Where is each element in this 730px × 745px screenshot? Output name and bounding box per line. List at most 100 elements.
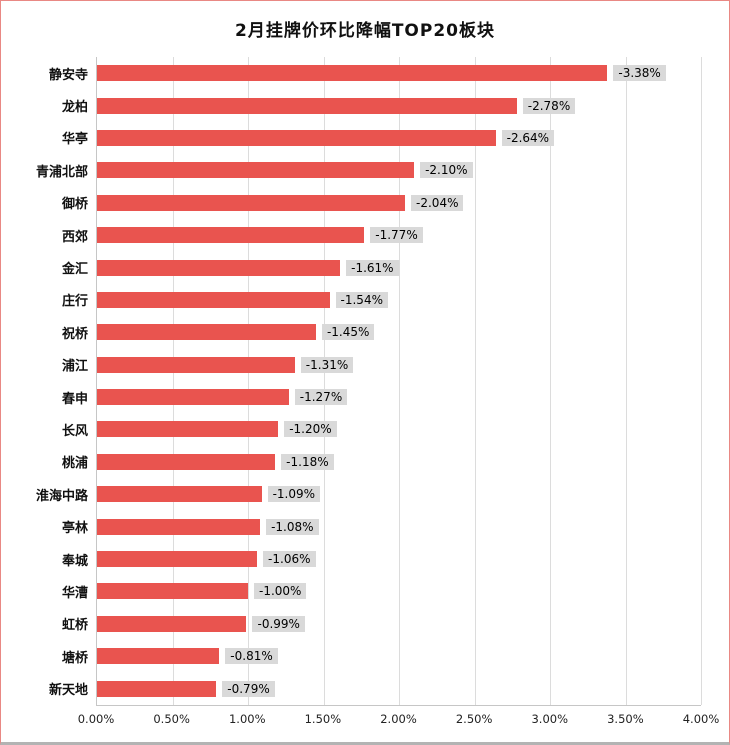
bar-row: 华亭 -2.64% — [62, 122, 701, 154]
value-label: -0.79% — [222, 680, 275, 697]
value-label: -2.10% — [420, 162, 473, 179]
gridline — [248, 57, 249, 705]
bar — [97, 680, 217, 697]
category-label: 虹桥 — [61, 618, 88, 634]
category-label: 桃浦 — [61, 456, 88, 472]
value-label: -1.27% — [294, 389, 348, 406]
value-label: -1.20% — [284, 421, 337, 438]
gridline — [474, 57, 476, 705]
gridline — [399, 57, 400, 705]
bar — [97, 162, 415, 179]
value-label: -1.06% — [263, 551, 316, 568]
chart-area: 静安寺 -3.38% 龙柏 -2.78% 华亭 -2.64% 青浦北部 -2.10% 御桥 -2.… — [36, 57, 720, 736]
value-label: -0.81% — [225, 648, 278, 665]
category-label: 淮海中路 — [35, 488, 88, 504]
bar-row: 浦江 -1.31% — [62, 349, 701, 381]
value-label: -1.08% — [266, 518, 319, 535]
x-tick-label: 0.00% — [77, 712, 115, 726]
bar-row: 青浦北部 -2.10% — [36, 154, 701, 186]
bar-row: 春申 -1.27% — [62, 381, 701, 413]
category-label: 亭林 — [61, 521, 88, 537]
bar — [97, 291, 330, 308]
category-label: 华漕 — [61, 585, 88, 601]
gridline — [172, 57, 174, 705]
value-label: -1.00% — [254, 583, 307, 600]
chart-title: 2月挂牌价环比降幅TOP20板块 — [235, 21, 495, 41]
bar — [97, 356, 295, 373]
bar — [97, 259, 341, 276]
category-label: 浦江 — [61, 359, 88, 375]
bar-row: 御桥 -2.04% — [62, 187, 701, 219]
x-tick-label: 2.00% — [380, 712, 417, 726]
bar-row: 长风 -1.20% — [62, 413, 701, 445]
bar-row: 塘桥 -0.81% — [62, 640, 701, 672]
bar-rows: 静安寺 -3.38% 龙柏 -2.78% 华亭 -2.64% 青浦北部 -2.10% 御桥 -2.… — [36, 57, 701, 705]
bar-row: 淮海中路 -1.09% — [36, 478, 701, 510]
category-label: 春申 — [61, 391, 88, 407]
bar — [97, 648, 220, 665]
bar-row: 祝桥 -1.45% — [62, 316, 701, 348]
bar — [97, 97, 517, 114]
bar — [97, 486, 262, 503]
bar-row: 庄行 -1.54% — [62, 284, 701, 316]
bar — [97, 615, 247, 632]
bar — [97, 551, 258, 568]
value-label: -2.78% — [522, 97, 576, 114]
x-tick-label: 3.00% — [531, 712, 569, 726]
x-tick-label: 3.50% — [607, 712, 644, 726]
value-label: -3.38% — [613, 65, 666, 82]
value-label: -2.04% — [411, 194, 464, 211]
bar — [97, 324, 316, 341]
bar-row: 静安寺 -3.38% — [49, 57, 701, 89]
x-tick-label: 0.50% — [153, 712, 190, 726]
bar-row: 奉城 -1.06% — [62, 543, 701, 575]
category-label: 长风 — [61, 423, 88, 439]
value-label: -1.54% — [335, 291, 388, 308]
bar-row: 桃浦 -1.18% — [62, 446, 701, 478]
bar — [97, 389, 289, 406]
gridlines — [97, 57, 702, 705]
plot-area: 静安寺 -3.38% 龙柏 -2.78% 华亭 -2.64% 青浦北部 -2.10% 御桥 -2.… — [36, 57, 702, 706]
bar — [97, 129, 496, 146]
bar — [97, 453, 276, 470]
value-label: -1.77% — [370, 227, 423, 244]
bar-row: 虹桥 -0.99% — [62, 608, 701, 640]
bar-row: 西郊 -1.77% — [62, 219, 701, 251]
value-label: -1.18% — [281, 453, 334, 470]
x-tick-label: 4.00% — [682, 712, 720, 726]
bar-row: 金汇 -1.61% — [62, 251, 701, 283]
gridline — [625, 57, 627, 705]
bar — [97, 194, 406, 211]
x-axis: 0.00% 0.50% 1.00% 1.50% 2.00% 2.50% 3.00% 3.50%… — [78, 712, 720, 736]
bar — [97, 583, 248, 600]
bar — [97, 227, 365, 244]
value-label: -1.31% — [300, 356, 354, 373]
category-label: 西郊 — [61, 229, 88, 245]
gridline — [323, 57, 325, 705]
category-label: 新天地 — [48, 683, 88, 699]
category-label: 华亭 — [61, 132, 88, 148]
value-label: -0.99% — [252, 615, 305, 632]
x-tick-label: 2.50% — [455, 712, 493, 726]
category-label: 庄行 — [61, 294, 88, 310]
x-tick-label: 1.50% — [304, 712, 342, 726]
category-label: 龙柏 — [61, 100, 88, 116]
gridline — [701, 57, 702, 705]
category-label: 御桥 — [61, 197, 88, 213]
gridline — [550, 57, 551, 705]
bar — [97, 65, 608, 82]
bar — [97, 421, 279, 438]
value-label: -2.64% — [501, 129, 555, 146]
value-label: -1.61% — [346, 259, 399, 276]
category-label: 静安寺 — [48, 67, 88, 83]
bar-row: 亭林 -1.08% — [62, 510, 701, 542]
value-label: -1.09% — [267, 486, 321, 503]
bar-row: 龙柏 -2.78% — [62, 89, 701, 121]
category-label: 金汇 — [61, 262, 88, 278]
value-label: -1.45% — [321, 324, 375, 341]
bar-row: 新天地 -0.79% — [49, 672, 701, 704]
bar-row: 华漕 -1.00% — [62, 575, 701, 607]
category-label: 青浦北部 — [35, 164, 88, 180]
x-tick-label: 1.00% — [228, 712, 266, 726]
